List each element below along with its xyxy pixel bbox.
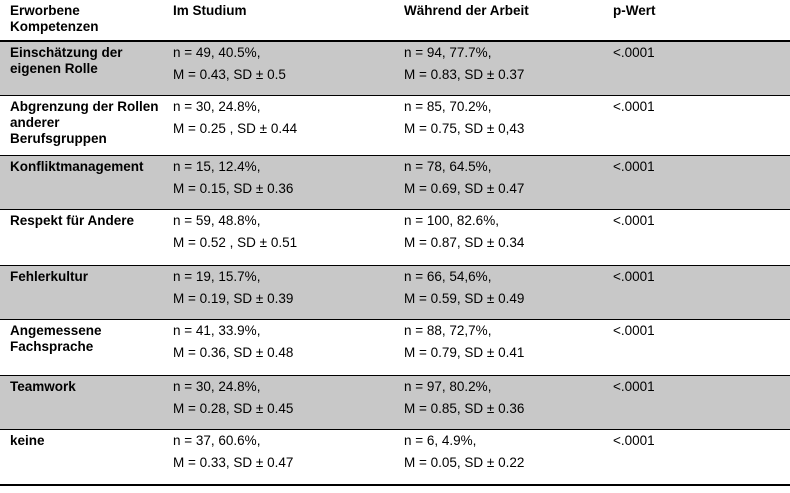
work-count: n = 6, 4.9%,: [404, 432, 477, 448]
study-cell: n = 30, 24.8%, M = 0.25 , SD ± 0.44: [163, 95, 394, 155]
work-count: n = 94, 77.7%,: [404, 45, 492, 60]
table-row: Teamwork n = 30, 24.8%, M = 0.28, SD ± 0.…: [0, 375, 790, 429]
study-cell: n = 49, 40.5%, M = 0.43, SD ± 0.5: [163, 41, 394, 95]
table-header-row: Erworbene Kompetenzen Im Studium Während…: [0, 0, 790, 41]
study-cell: n = 19, 15.7%, M = 0.19, SD ± 0.39: [163, 265, 394, 319]
study-cell: n = 41, 33.9%, M = 0.36, SD ± 0.48: [163, 319, 394, 375]
work-stats: M = 0.59, SD ± 0.49: [404, 290, 525, 306]
work-stats: M = 0.83, SD ± 0.37: [404, 67, 525, 82]
p-value: <.0001: [613, 45, 655, 60]
table-row: Einschätzung der eigenen Rolle n = 49, 4…: [0, 41, 790, 95]
study-count: n = 19, 15.7%,: [173, 268, 261, 284]
work-cell: n = 88, 72,7%, M = 0.79, SD ± 0.41: [394, 319, 603, 375]
p-value: <.0001: [613, 432, 655, 448]
header-p-value: p-Wert: [613, 3, 656, 18]
study-count: n = 41, 33.9%,: [173, 322, 261, 338]
study-stats: M = 0.36, SD ± 0.48: [173, 344, 294, 360]
work-count: n = 100, 82.6%,: [404, 212, 499, 228]
work-stats: M = 0.75, SD ± 0,43: [404, 120, 525, 136]
row-label: Einschätzung der eigenen Rolle: [10, 45, 123, 76]
work-cell: n = 100, 82.6%, M = 0.87, SD ± 0.34: [394, 209, 603, 265]
study-stats: M = 0.33, SD ± 0.47: [173, 454, 294, 470]
row-label: Respekt für Andere: [10, 212, 135, 228]
work-count: n = 78, 64.5%,: [404, 158, 492, 174]
study-count: n = 49, 40.5%,: [173, 45, 261, 60]
table-row: Fehlerkultur n = 19, 15.7%, M = 0.19, SD …: [0, 265, 790, 319]
row-label: Fehlerkultur: [10, 268, 89, 284]
study-cell: n = 15, 12.4%, M = 0.15, SD ± 0.36: [163, 155, 394, 209]
study-count: n = 37, 60.6%,: [173, 432, 261, 448]
work-count: n = 97, 80.2%,: [404, 378, 492, 394]
header-work: Während der Arbeit: [404, 3, 529, 18]
work-count: n = 85, 70.2%,: [404, 98, 492, 114]
study-cell: n = 30, 24.8%, M = 0.28, SD ± 0.45: [163, 375, 394, 429]
work-count: n = 66, 54,6%,: [404, 268, 492, 284]
header-competences: Erworbene Kompetenzen: [10, 3, 99, 34]
header-study: Im Studium: [173, 3, 247, 18]
work-stats: M = 0.79, SD ± 0.41: [404, 344, 525, 360]
study-stats: M = 0.15, SD ± 0.36: [173, 180, 294, 196]
table-row: Konfliktmanagement n = 15, 12.4%, M = 0.1…: [0, 155, 790, 209]
study-stats: M = 0.25 , SD ± 0.44: [173, 120, 298, 136]
study-count: n = 15, 12.4%,: [173, 158, 261, 174]
row-label: Angemessene Fachsprache: [10, 322, 102, 354]
row-label: Konfliktmanagement: [10, 158, 144, 174]
study-cell: n = 59, 48.8%, M = 0.52 , SD ± 0.51: [163, 209, 394, 265]
study-count: n = 59, 48.8%,: [173, 212, 261, 228]
table-row: keine n = 37, 60.6%, M = 0.33, SD ± 0.47 …: [0, 429, 790, 485]
study-stats: M = 0.19, SD ± 0.39: [173, 290, 294, 306]
p-value: <.0001: [613, 322, 655, 338]
row-label: keine: [10, 432, 45, 448]
work-cell: n = 78, 64.5%, M = 0.69, SD ± 0.47: [394, 155, 603, 209]
table-row: Abgrenzung der Rollen anderer Berufsgrup…: [0, 95, 790, 155]
work-cell: n = 66, 54,6%, M = 0.59, SD ± 0.49: [394, 265, 603, 319]
work-stats: M = 0.05, SD ± 0.22: [404, 454, 525, 470]
work-stats: M = 0.69, SD ± 0.47: [404, 180, 525, 196]
work-cell: n = 97, 80.2%, M = 0.85, SD ± 0.36: [394, 375, 603, 429]
study-stats: M = 0.52 , SD ± 0.51: [173, 234, 298, 250]
p-value: <.0001: [613, 268, 655, 284]
row-label: Abgrenzung der Rollen anderer Berufsgrup…: [10, 98, 159, 146]
study-cell: n = 37, 60.6%, M = 0.33, SD ± 0.47: [163, 429, 394, 485]
work-stats: M = 0.85, SD ± 0.36: [404, 400, 525, 416]
study-stats: M = 0.43, SD ± 0.5: [173, 67, 286, 82]
p-value: <.0001: [613, 212, 655, 228]
work-count: n = 88, 72,7%,: [404, 322, 492, 338]
study-count: n = 30, 24.8%,: [173, 378, 261, 394]
p-value: <.0001: [613, 158, 655, 174]
work-stats: M = 0.87, SD ± 0.34: [404, 234, 525, 250]
row-label: Teamwork: [10, 378, 76, 394]
study-count: n = 30, 24.8%,: [173, 98, 261, 114]
table-row: Angemessene Fachsprache n = 41, 33.9%, M …: [0, 319, 790, 375]
work-cell: n = 6, 4.9%, M = 0.05, SD ± 0.22: [394, 429, 603, 485]
p-value: <.0001: [613, 98, 655, 114]
p-value: <.0001: [613, 378, 655, 394]
table-row: Respekt für Andere n = 59, 48.8%, M = 0.5…: [0, 209, 790, 265]
work-cell: n = 94, 77.7%, M = 0.83, SD ± 0.37: [394, 41, 603, 95]
study-stats: M = 0.28, SD ± 0.45: [173, 400, 294, 416]
work-cell: n = 85, 70.2%, M = 0.75, SD ± 0,43: [394, 95, 603, 155]
